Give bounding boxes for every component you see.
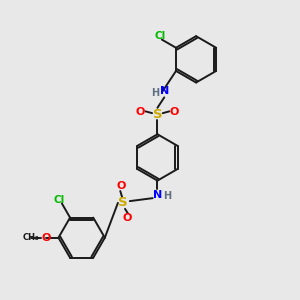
- Text: O: O: [136, 107, 145, 117]
- Text: O: O: [170, 107, 179, 117]
- Text: H: H: [163, 191, 171, 201]
- Text: CH₃: CH₃: [22, 233, 39, 242]
- Text: Cl: Cl: [53, 196, 64, 206]
- Text: S: S: [118, 196, 128, 209]
- Text: H: H: [151, 88, 159, 98]
- Text: O: O: [123, 213, 132, 224]
- Text: O: O: [41, 233, 51, 243]
- Text: N: N: [153, 190, 162, 200]
- Text: N: N: [160, 85, 169, 96]
- Text: Cl: Cl: [155, 31, 166, 41]
- Text: S: S: [153, 108, 162, 121]
- Text: O: O: [116, 181, 126, 191]
